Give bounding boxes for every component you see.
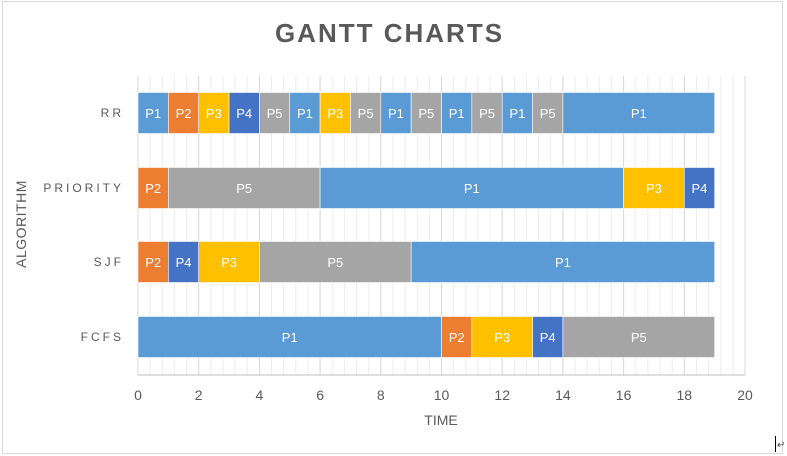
x-tick-label: 4 xyxy=(256,387,264,403)
x-tick-label: 18 xyxy=(677,387,693,403)
gantt-bar-label: P3 xyxy=(206,106,222,121)
gantt-bar-label: P2 xyxy=(145,255,161,270)
gantt-bar-label: P5 xyxy=(479,106,495,121)
gantt-bar-label: P5 xyxy=(327,255,343,270)
gantt-bar-p2 xyxy=(441,316,473,358)
x-axis-label: TIME xyxy=(424,412,458,428)
gantt-bar-label: P1 xyxy=(388,106,404,121)
gantt-bar-label: P1 xyxy=(145,106,161,121)
x-tick-label: 16 xyxy=(616,387,632,403)
gantt-bar-p3 xyxy=(623,167,685,209)
gantt-bar-label: P3 xyxy=(494,330,510,345)
gantt-bar-label: P4 xyxy=(692,181,708,196)
gantt-bar-p1 xyxy=(410,241,715,283)
x-tick-label: 2 xyxy=(195,387,203,403)
gantt-bar-label: P5 xyxy=(418,106,434,121)
x-tick-label: 8 xyxy=(377,387,385,403)
gantt-bars: P1 P2 P3 P4 P5 P1 P3 P5 P1 P5 P1 P5 P1 P5 P1 P2 P5 P1 P3 P4… xyxy=(137,92,715,358)
gantt-bar-label: P5 xyxy=(236,181,252,196)
gantt-bar-p3 xyxy=(471,316,533,358)
gantt-bar-p5 xyxy=(562,316,715,358)
gantt-bar-p5 xyxy=(350,92,382,134)
gantt-bar-label: P3 xyxy=(327,106,343,121)
gantt-bar-p5 xyxy=(532,92,564,134)
gantt-bar-label: P5 xyxy=(267,106,283,121)
gantt-bar-p1 xyxy=(501,92,533,134)
paragraph-mark-icon: ↵ xyxy=(777,440,786,451)
gantt-bar-p2 xyxy=(168,92,200,134)
category-label: FCFS xyxy=(81,330,124,344)
category-label: PRIORITY xyxy=(43,181,124,195)
gantt-bar-p2 xyxy=(137,167,169,209)
gantt-bar-p3 xyxy=(198,241,260,283)
text-cursor xyxy=(775,436,776,452)
gantt-bar-p4 xyxy=(683,167,715,209)
x-axis: 0 2 4 6 8 10 12 14 16 18 20 xyxy=(134,374,753,403)
gantt-bar-label: P1 xyxy=(631,106,647,121)
gantt-bar-p1 xyxy=(441,92,473,134)
gantt-bar-p1 xyxy=(319,167,624,209)
gantt-bar-p1 xyxy=(137,316,442,358)
chart-title: GANTT CHARTS xyxy=(274,18,505,48)
x-tick-label: 6 xyxy=(316,387,324,403)
gantt-bar-label: P5 xyxy=(631,330,647,345)
gantt-bar-label: P2 xyxy=(449,330,465,345)
gantt-bar-label: P1 xyxy=(282,330,298,345)
gantt-bar-p1 xyxy=(289,92,321,134)
gantt-bar-label: P3 xyxy=(646,181,662,196)
gantt-bar-p1 xyxy=(562,92,715,134)
x-tick-label: 0 xyxy=(134,387,142,403)
gantt-bar-label: P1 xyxy=(555,255,571,270)
x-tick-label: 12 xyxy=(494,387,510,403)
gantt-bar-label: P4 xyxy=(176,255,192,270)
gantt-bar-label: P2 xyxy=(145,181,161,196)
gantt-bar-label: P1 xyxy=(464,181,480,196)
gantt-bar-label: P2 xyxy=(176,106,192,121)
x-tick-label: 14 xyxy=(555,387,571,403)
gantt-bar-label: P5 xyxy=(358,106,374,121)
gantt-bar-p4 xyxy=(168,241,200,283)
category-label: RR xyxy=(101,106,124,120)
gantt-bar-p2 xyxy=(137,241,169,283)
gantt-bar-label: P1 xyxy=(297,106,313,121)
gantt-bar-label: P4 xyxy=(540,330,556,345)
category-label: SJF xyxy=(94,255,124,269)
x-tick-label: 20 xyxy=(737,387,753,403)
x-tick-label: 10 xyxy=(434,387,450,403)
gantt-bar-p3 xyxy=(198,92,230,134)
gantt-bar-label: P4 xyxy=(236,106,252,121)
gantt-bar-label: P5 xyxy=(540,106,556,121)
category-labels: RR PRIORITY SJF FCFS xyxy=(43,106,124,344)
gantt-bar-label: P3 xyxy=(221,255,237,270)
gantt-bar-p1 xyxy=(380,92,412,134)
gantt-bar-p5 xyxy=(168,167,321,209)
gantt-bar-label: P1 xyxy=(449,106,465,121)
gantt-bar-p5 xyxy=(471,92,503,134)
gantt-bar-label: P1 xyxy=(509,106,525,121)
